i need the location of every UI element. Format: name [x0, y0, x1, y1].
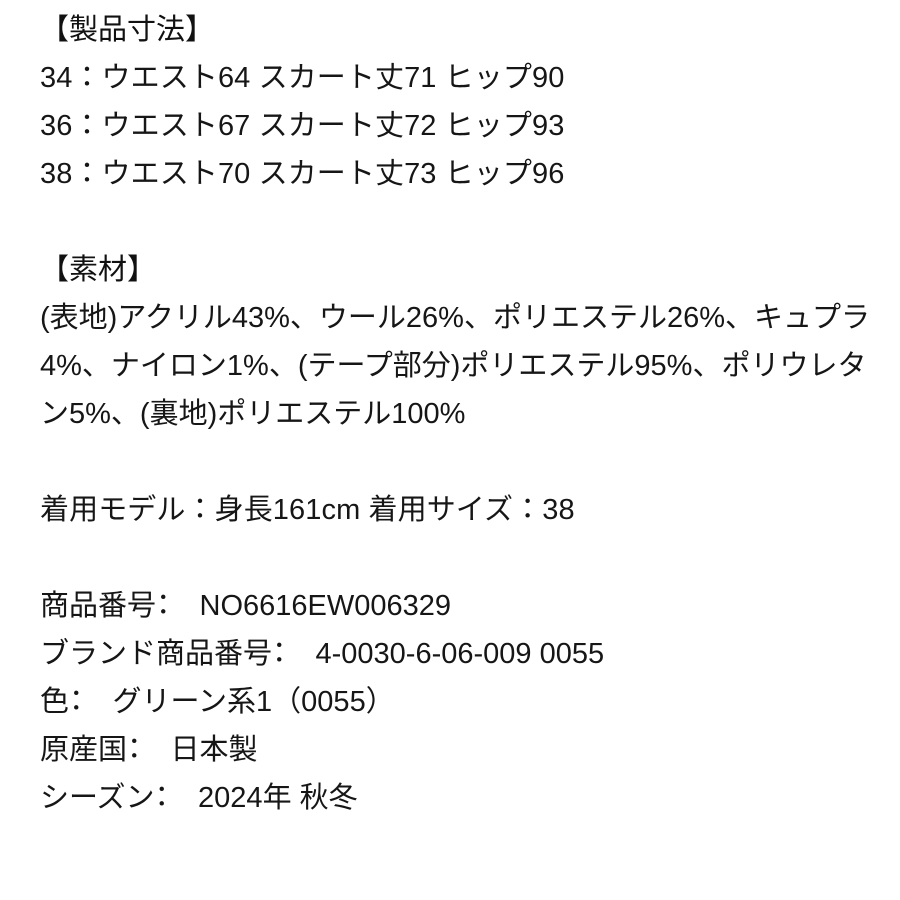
dimensions-section: 【製品寸法】 34：ウエスト64 スカート丈71 ヒップ90 36：ウエスト67… — [40, 6, 874, 198]
dimensions-row-38: 38：ウエスト70 スカート丈73 ヒップ96 — [40, 158, 565, 190]
product-details-section: 商品番号： NO6616EW006329 ブランド商品番号： 4-0030-6-… — [40, 582, 874, 822]
material-composition-text: (表地)アクリル43%、ウール26%、ポリエステル26%、キュプラ4%、ナイロン… — [40, 302, 870, 430]
model-section: 着用モデル：身長161cm 着用サイズ：38 — [40, 486, 874, 534]
season-line: シーズン： 2024年 秋冬 — [40, 782, 358, 814]
brand-product-number-line: ブランド商品番号： 4-0030-6-06-009 0055 — [40, 638, 605, 670]
dimensions-row-34: 34：ウエスト64 スカート丈71 ヒップ90 — [40, 62, 565, 94]
dimensions-row-36: 36：ウエスト67 スカート丈72 ヒップ93 — [40, 110, 565, 142]
country-of-origin-line: 原産国： 日本製 — [40, 734, 258, 766]
model-info-line: 着用モデル：身長161cm 着用サイズ：38 — [40, 494, 575, 526]
material-heading: 【素材】 — [40, 254, 157, 286]
dimensions-heading: 【製品寸法】 — [40, 14, 215, 46]
product-number-line: 商品番号： NO6616EW006329 — [40, 590, 451, 622]
color-line: 色： グリーン系1（0055） — [40, 686, 395, 718]
material-section: 【素材】 (表地)アクリル43%、ウール26%、ポリエステル26%、キュプラ4%… — [40, 246, 874, 438]
